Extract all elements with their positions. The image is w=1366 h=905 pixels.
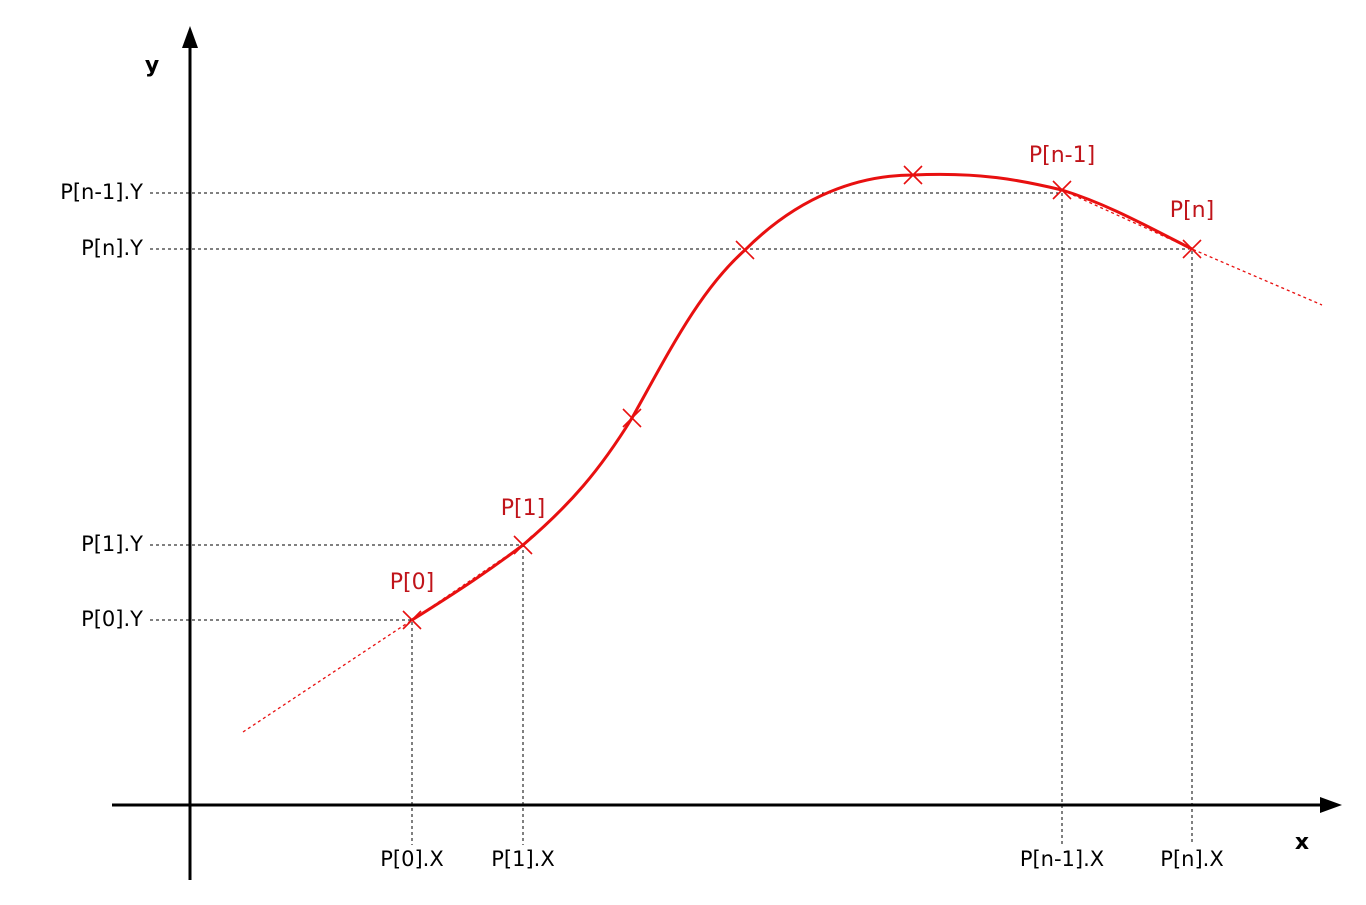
- point-label: P[n]: [1170, 198, 1214, 223]
- y-tick-label: P[1].Y: [81, 532, 143, 556]
- x-axis-label: x: [1295, 830, 1309, 855]
- x-tick-label: P[1].X: [491, 847, 554, 871]
- curve: [242, 172, 1323, 733]
- axes: [112, 26, 1342, 880]
- point-label: P[n-1]: [1029, 143, 1095, 168]
- guide-lines: [150, 192, 1193, 845]
- point-markers: [402, 165, 1202, 630]
- point-label: P[0]: [390, 570, 434, 595]
- x-tick-label: P[n-1].X: [1020, 847, 1104, 871]
- y-tick-label: P[n-1].Y: [60, 180, 143, 204]
- point-label: P[1]: [501, 496, 545, 521]
- y-axis-label: y: [145, 53, 159, 78]
- y-tick-label: P[0].Y: [81, 607, 143, 631]
- y-tick-label: P[n].Y: [81, 236, 143, 260]
- x-tick-label: P[0].X: [380, 847, 443, 871]
- x-tick-label: P[n].X: [1160, 847, 1223, 871]
